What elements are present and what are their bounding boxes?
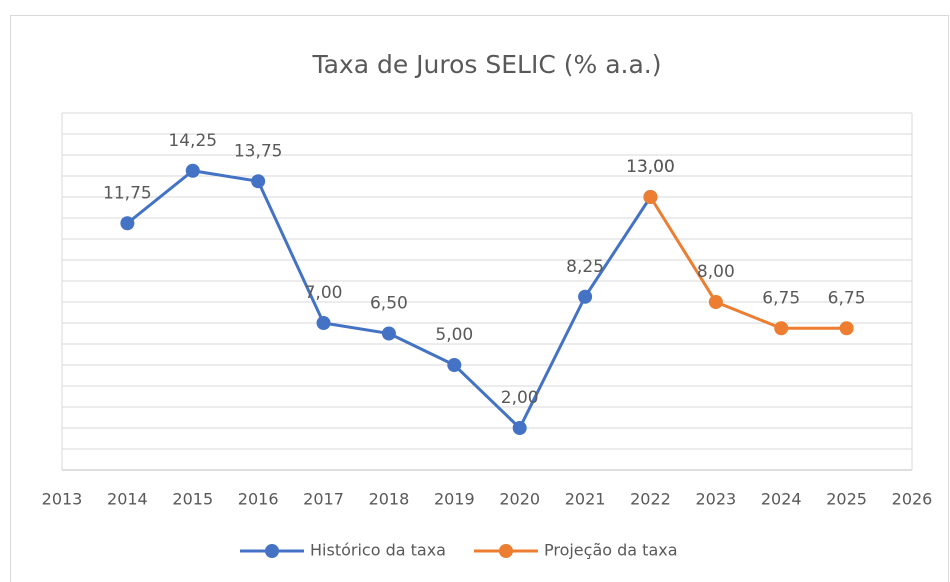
x-tick-label: 2020 [499,490,540,509]
x-tick-label: 2022 [630,490,671,509]
legend-marker [498,544,513,558]
x-tick-label: 2024 [761,490,802,509]
data-label: 8,25 [566,257,604,277]
data-label: 6,75 [762,288,800,308]
data-label: 5,00 [435,325,473,345]
line [649,196,847,330]
point [316,316,331,330]
x-tick-label: 2017 [303,490,344,509]
x-tick-label: 2015 [172,490,213,509]
x-tick-label: 2023 [695,490,736,509]
x-tick-label: 2026 [892,490,933,509]
x-tick-label: 2018 [369,490,410,509]
point [447,358,462,372]
x-tick-label: 2025 [826,490,867,509]
x-tick-label: 2014 [107,490,148,509]
data-label: 14,25 [168,131,217,151]
legend-label: Histórico da taxa [310,541,446,560]
data-label: 7,00 [305,283,343,303]
chart-frame [10,15,949,582]
point [185,163,200,178]
data-label: 13,00 [626,157,675,177]
data-label: 11,75 [103,183,152,203]
x-tick-label: 2016 [238,490,279,509]
point [708,295,723,309]
data-label: 6,50 [370,294,408,314]
point [839,321,854,336]
point [643,190,658,204]
point [578,289,593,304]
data-label: 13,75 [234,141,283,161]
data-label: 8,00 [697,262,735,282]
chart-title: Taxa de Juros SELIC (% a.a.) [311,50,661,79]
legend-label: Projeção da taxa [544,541,678,560]
x-tick-label: 2019 [434,490,475,509]
point [251,174,266,189]
point [512,421,527,435]
legend-marker [265,544,279,558]
point [774,321,789,336]
data-label: 13,00 [626,157,675,177]
point [120,216,135,231]
x-tick-label: 2013 [42,490,83,509]
data-label: 2,00 [501,388,539,408]
point [381,326,396,341]
data-label: 6,75 [828,288,866,308]
x-tick-label: 2021 [565,490,606,509]
